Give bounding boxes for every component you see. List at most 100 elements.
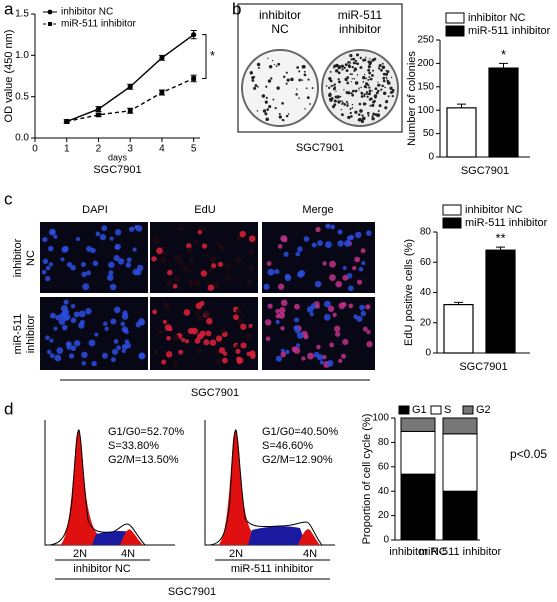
colony-dot — [286, 78, 290, 82]
cell — [274, 268, 280, 275]
caption: SGC7901 — [93, 164, 141, 176]
x-tick-label: SGC7901 — [461, 165, 509, 177]
cell — [199, 300, 205, 306]
colony-dot — [333, 99, 337, 103]
cell — [172, 334, 180, 342]
colony-dot — [328, 86, 331, 89]
cell — [101, 225, 108, 232]
cell — [49, 338, 54, 343]
cell — [162, 301, 167, 306]
colony-dot — [362, 58, 365, 62]
colony-dot — [373, 57, 377, 61]
cell — [49, 228, 56, 236]
legend-swatch — [442, 217, 462, 229]
cell — [128, 226, 135, 232]
cell — [236, 235, 243, 241]
legend-label: G1 — [412, 404, 427, 416]
y-axis-label: Number of colonies — [406, 51, 418, 146]
colony-dot — [275, 65, 278, 68]
y-tick-label: 250 — [417, 35, 434, 46]
colony-dot — [340, 100, 342, 102]
cell — [113, 255, 120, 262]
error-bar — [496, 246, 505, 251]
colony-dot — [364, 102, 367, 105]
cell — [197, 226, 202, 231]
flow-plot — [204, 420, 335, 546]
cell — [188, 280, 195, 287]
cell — [70, 303, 76, 309]
cell — [365, 230, 372, 236]
colony-dot — [391, 88, 395, 92]
cell — [166, 269, 173, 276]
legend-label: miR-511 inhibitor — [61, 19, 137, 30]
legend-swatch — [445, 25, 465, 37]
legend-marker — [48, 22, 52, 26]
colony-dot — [276, 86, 280, 90]
cell — [353, 314, 358, 320]
colony-dot — [389, 86, 393, 90]
cell — [104, 326, 109, 331]
cell — [121, 326, 128, 333]
cell — [162, 319, 167, 324]
cell — [66, 261, 73, 268]
cell — [109, 236, 114, 241]
cell — [46, 349, 52, 355]
cell — [356, 315, 363, 322]
legend-swatch — [430, 405, 442, 415]
colony-dot — [253, 75, 256, 78]
cell — [285, 349, 290, 355]
cell — [209, 339, 217, 346]
colony-dot — [373, 99, 376, 103]
colony-dot — [343, 66, 346, 69]
cell — [314, 280, 322, 288]
cell — [295, 343, 301, 348]
y-tick-label: 100 — [372, 413, 389, 424]
colony-dot — [328, 76, 332, 81]
marker — [159, 55, 165, 61]
colony-dot — [249, 71, 253, 75]
colony-dot — [296, 88, 298, 90]
colony-dot — [360, 86, 362, 89]
cell — [41, 269, 47, 275]
x-tick-label: 0 — [32, 144, 38, 155]
colony-dot — [337, 71, 341, 75]
cell — [329, 342, 335, 348]
cell — [92, 260, 99, 267]
cell — [283, 251, 289, 257]
colony-caption: SGC7901 — [296, 142, 344, 154]
cell — [183, 265, 190, 273]
cell — [111, 348, 119, 355]
colony-dot — [265, 96, 268, 99]
cell — [196, 348, 202, 354]
colony-dot — [303, 73, 307, 77]
y-tick-label: 200 — [417, 58, 434, 69]
cell — [56, 347, 64, 355]
cell — [275, 355, 282, 362]
colony-dot — [340, 64, 345, 68]
cell — [178, 225, 184, 232]
cell — [88, 339, 96, 347]
colony-dot — [346, 104, 349, 107]
colony-dot — [256, 110, 259, 112]
colony-dot — [266, 108, 270, 111]
colony-dot — [339, 95, 342, 98]
colony-dot — [352, 57, 356, 61]
colony-dot — [359, 56, 362, 60]
colony-label: inhibitor — [259, 8, 301, 22]
colony-label: miR-511 — [338, 8, 383, 22]
cell — [315, 226, 321, 233]
cell — [323, 313, 331, 321]
colony-dot — [348, 63, 350, 66]
colony-dot — [303, 70, 306, 73]
cell — [297, 271, 304, 278]
cell — [346, 273, 353, 279]
cell — [194, 280, 201, 287]
cell — [317, 240, 323, 246]
cell — [82, 283, 90, 291]
cell — [240, 323, 247, 330]
peak-label: 4N — [121, 548, 135, 560]
cell — [267, 268, 275, 276]
y-tick-label: 40 — [378, 486, 390, 497]
colony-dot — [349, 73, 352, 76]
colony-dot — [301, 79, 304, 81]
